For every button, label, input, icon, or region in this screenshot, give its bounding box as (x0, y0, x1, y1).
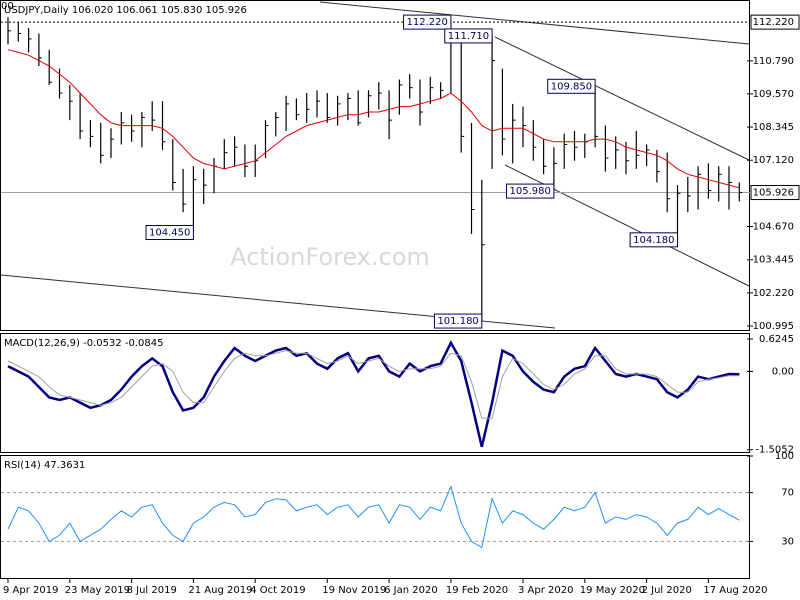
x-tick-label: 6 Jan 2020 (384, 585, 438, 596)
annotation-box (444, 28, 493, 44)
price-panel-frame (0, 0, 750, 331)
y-tick-label: -1.5052 (755, 445, 794, 456)
annotation: 104.450 (145, 225, 194, 241)
annotation-label: 109.850 (551, 81, 592, 92)
price-marker-label: 105.926 (753, 188, 794, 199)
indicator-line (7, 350, 740, 419)
y-tick-label: 102.220 (753, 288, 794, 299)
annotation: 104.180 (629, 232, 678, 248)
y-tick-label: 100 (775, 451, 794, 462)
rsi-panel-frame (0, 455, 750, 579)
macd-panel-frame (0, 333, 750, 453)
panel-title: MACD(12,26,9) -0.0532 -0.0845 (4, 338, 164, 349)
annotation-box (403, 14, 452, 30)
annotation: 111.710 (444, 28, 493, 44)
y-tick-label: 110.790 (753, 56, 794, 67)
y-tick-label: 0.6245 (759, 334, 794, 345)
y-tick-label: 108.345 (753, 122, 794, 133)
corner-label: 00 (1, 1, 14, 12)
y-tick-label: 0.00 (772, 366, 794, 377)
annotation-box (145, 225, 194, 241)
annotation-label: 105.980 (510, 186, 551, 197)
annotation-label: 112.220 (407, 17, 448, 28)
annotation-label: 101.180 (437, 316, 478, 327)
y-tick-label: 109.570 (753, 89, 794, 100)
y-tick-label: 30 (781, 536, 794, 547)
annotation-box (547, 78, 596, 94)
annotation: 105.980 (506, 183, 555, 199)
indicator-line (7, 49, 740, 189)
annotation: 101.180 (433, 313, 483, 329)
annotation-box (629, 232, 678, 248)
x-tick-label: 9 Apr 2019 (3, 585, 58, 596)
y-tick-label: 100.995 (753, 321, 794, 332)
trend-line (494, 36, 750, 161)
panel-title: RSI(14) 47.3631 (4, 460, 85, 471)
watermark: ActionForex.com (230, 243, 430, 271)
y-tick-label: 103.445 (753, 255, 794, 266)
price-marker-label: 112.220 (753, 17, 794, 28)
annotation-label: 104.450 (149, 228, 190, 239)
y-tick-label: 104.670 (753, 222, 794, 233)
x-tick-label: 23 May 2019 (65, 585, 130, 596)
y-tick-label: 70 (781, 488, 794, 499)
annotation: 112.220 (403, 14, 452, 30)
indicator-line (7, 484, 740, 549)
price-marker-box (750, 14, 800, 30)
x-tick-label: 19 May 2020 (580, 585, 645, 596)
x-tick-label: 8 Jul 2019 (127, 585, 177, 596)
x-tick-label: 3 Apr 2020 (518, 585, 573, 596)
annotation: 109.850 (547, 78, 596, 94)
annotation-box (433, 313, 483, 329)
x-tick-label: 17 Aug 2020 (703, 585, 767, 596)
annotation-label: 104.180 (633, 235, 674, 246)
annotation-box (506, 183, 555, 199)
indicator-line (7, 340, 740, 448)
x-tick-label: 19 Feb 2020 (446, 585, 508, 596)
x-tick-label: 21 Aug 2019 (188, 585, 252, 596)
annotation-label: 111.710 (448, 31, 489, 42)
panel-title: USDJPY,Daily 106.020 106.061 105.830 105… (4, 5, 247, 16)
trend-line (319, 1, 750, 45)
x-tick-label: 4 Oct 2019 (250, 585, 305, 596)
price-marker-box (750, 185, 800, 201)
y-tick-label: 107.120 (753, 155, 794, 166)
x-tick-label: 2 Jul 2020 (642, 585, 692, 596)
x-tick-label: 19 Nov 2019 (322, 585, 386, 596)
